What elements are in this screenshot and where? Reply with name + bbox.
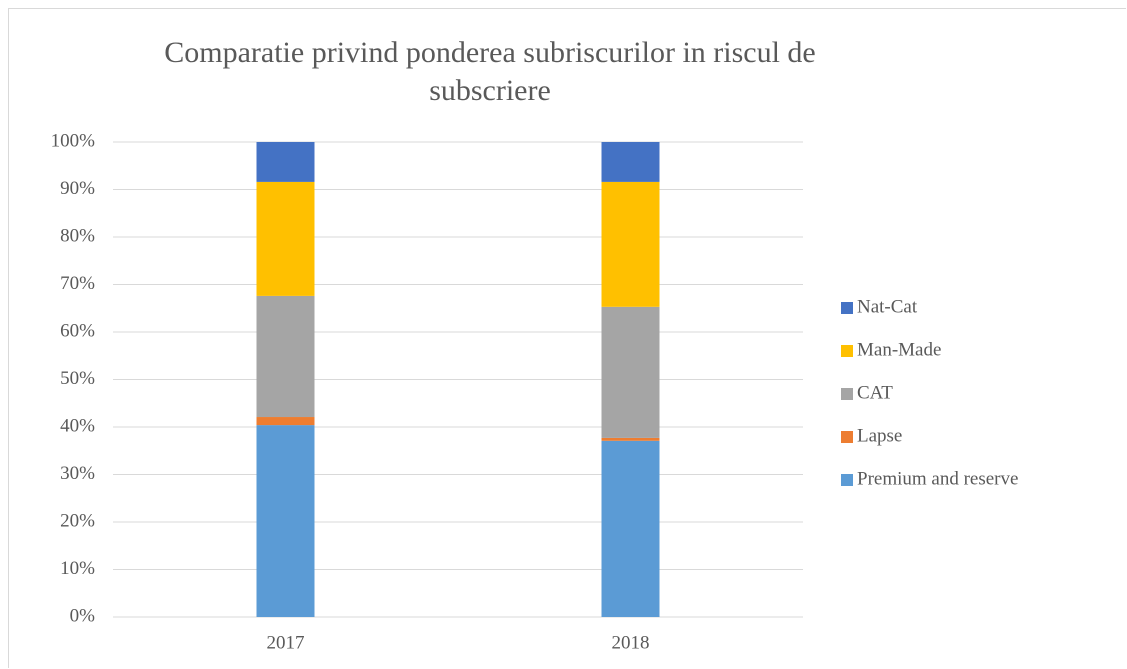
legend-label: Man-Made <box>857 339 941 360</box>
y-tick-label: 30% <box>60 463 95 484</box>
y-tick-label: 0% <box>70 605 96 626</box>
bar-segment <box>256 142 315 182</box>
legend-swatch <box>841 345 853 357</box>
legend-swatch <box>841 431 853 443</box>
bar-segment <box>601 306 660 438</box>
x-tick-label: 2018 <box>612 632 650 653</box>
bar-segment <box>601 437 660 441</box>
bar-segment <box>256 295 315 418</box>
bar-segment <box>601 142 660 182</box>
y-tick-label: 50% <box>60 368 95 389</box>
y-tick-label: 10% <box>60 558 95 579</box>
y-tick-label: 20% <box>60 510 95 531</box>
x-tick-label: 2017 <box>267 632 305 653</box>
legend-label: Lapse <box>857 425 902 446</box>
bar-segment <box>256 425 315 617</box>
bar-segment <box>256 417 315 426</box>
legend-label: CAT <box>857 382 893 403</box>
y-tick-label: 70% <box>60 273 95 294</box>
legend-swatch <box>841 474 853 486</box>
y-tick-label: 100% <box>51 130 96 151</box>
legend-swatch <box>841 302 853 314</box>
y-tick-label: 40% <box>60 415 95 436</box>
bar-segment <box>256 181 315 296</box>
legend-swatch <box>841 388 853 400</box>
chart-title: Comparatie privind ponderea subriscurilo… <box>164 36 816 107</box>
bar-segment <box>601 440 660 617</box>
legend-label: Premium and reserve <box>857 468 1018 489</box>
y-tick-label: 90% <box>60 178 95 199</box>
bar-segment <box>601 181 660 307</box>
chart-frame <box>8 8 1126 668</box>
y-tick-label: 60% <box>60 320 95 341</box>
legend-label: Nat-Cat <box>857 296 918 317</box>
y-tick-label: 80% <box>60 225 95 246</box>
